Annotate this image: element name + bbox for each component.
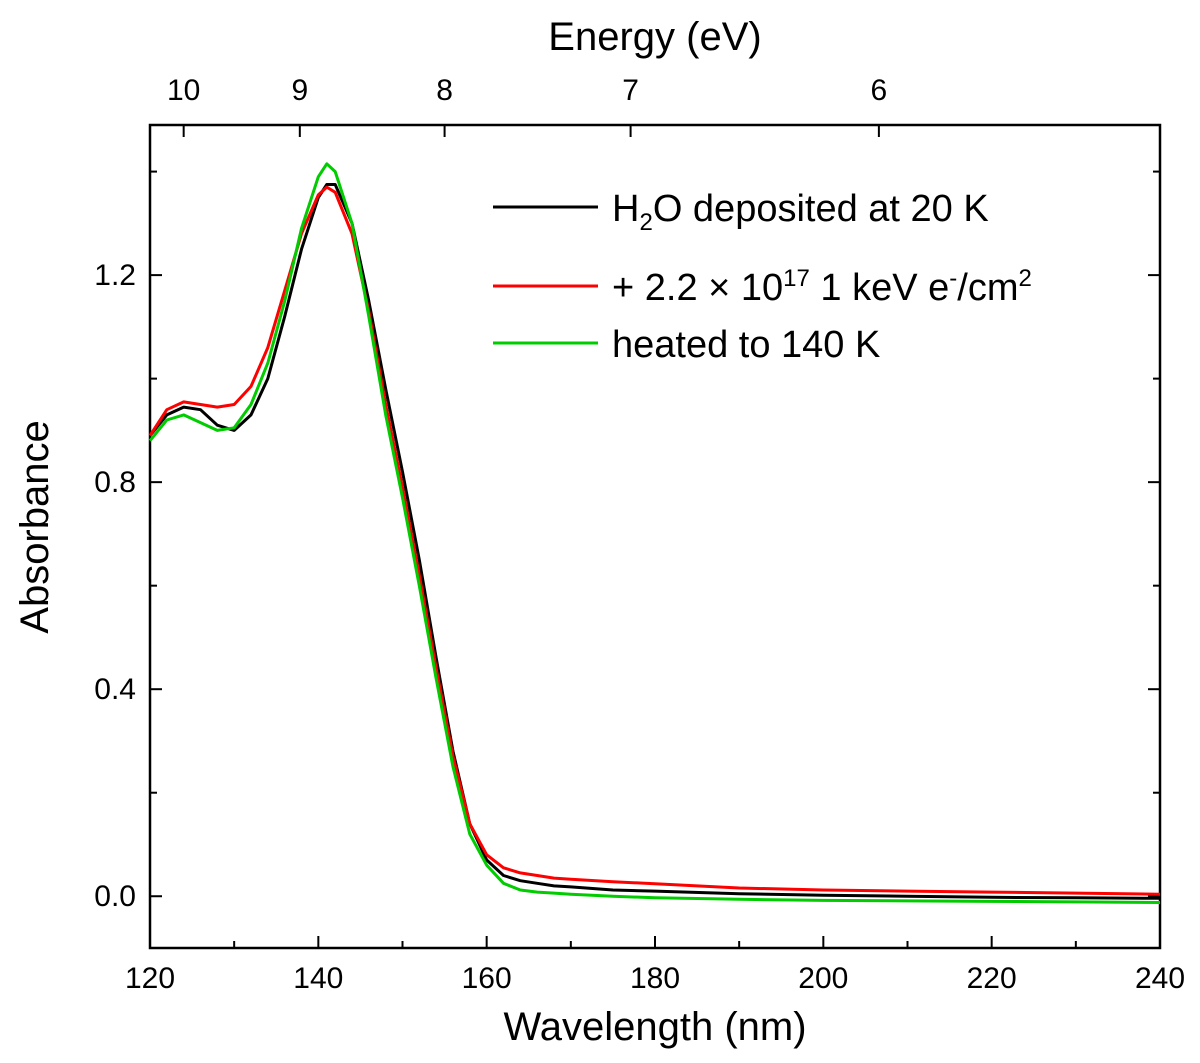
x-tick-label: 120	[125, 962, 175, 995]
y-axis-title: Absorbance	[13, 420, 57, 633]
top-tick-label: 10	[167, 74, 200, 107]
x-tick-label: 240	[1135, 962, 1185, 995]
series-line-3	[148, 162, 1161, 904]
legend-label-2: + 2.2 × 1017 1 keV e-/cm2	[612, 265, 1032, 309]
top-axis-title: Energy (eV)	[548, 15, 761, 59]
series-lines	[148, 162, 1161, 904]
x-tick-label: 220	[967, 962, 1017, 995]
y-tick-label: 0.8	[94, 466, 136, 499]
series-line-1	[148, 183, 1161, 900]
x-tick-label: 200	[798, 962, 848, 995]
y-axis-ticks: 0.0 0.4 0.8 1.2	[94, 170, 1160, 913]
top-tick-label: 9	[291, 74, 308, 107]
x-tick-label: 160	[462, 962, 512, 995]
top-tick-label: 7	[622, 74, 639, 107]
legend-label-1: H2O deposited at 20 K	[612, 188, 989, 236]
y-tick-label: 1.2	[94, 259, 136, 292]
legend-label-3: heated to 140 K	[612, 324, 880, 366]
legend: H2O deposited at 20 K + 2.2 × 1017 1 keV…	[493, 188, 1032, 366]
top-tick-label: 8	[436, 74, 453, 107]
top-tick-label: 6	[871, 74, 888, 107]
x-tick-label: 140	[293, 962, 343, 995]
x-tick-label: 180	[630, 962, 680, 995]
y-tick-label: 0.4	[94, 673, 136, 706]
x-axis-title: Wavelength (nm)	[503, 1005, 806, 1049]
x-axis-ticks: 120 140 160 180 200 220 240	[125, 936, 1185, 995]
y-tick-label: 0.0	[94, 880, 136, 913]
series-line-2	[148, 185, 1161, 896]
top-axis-ticks: 10 9 8 7 6	[167, 74, 887, 137]
